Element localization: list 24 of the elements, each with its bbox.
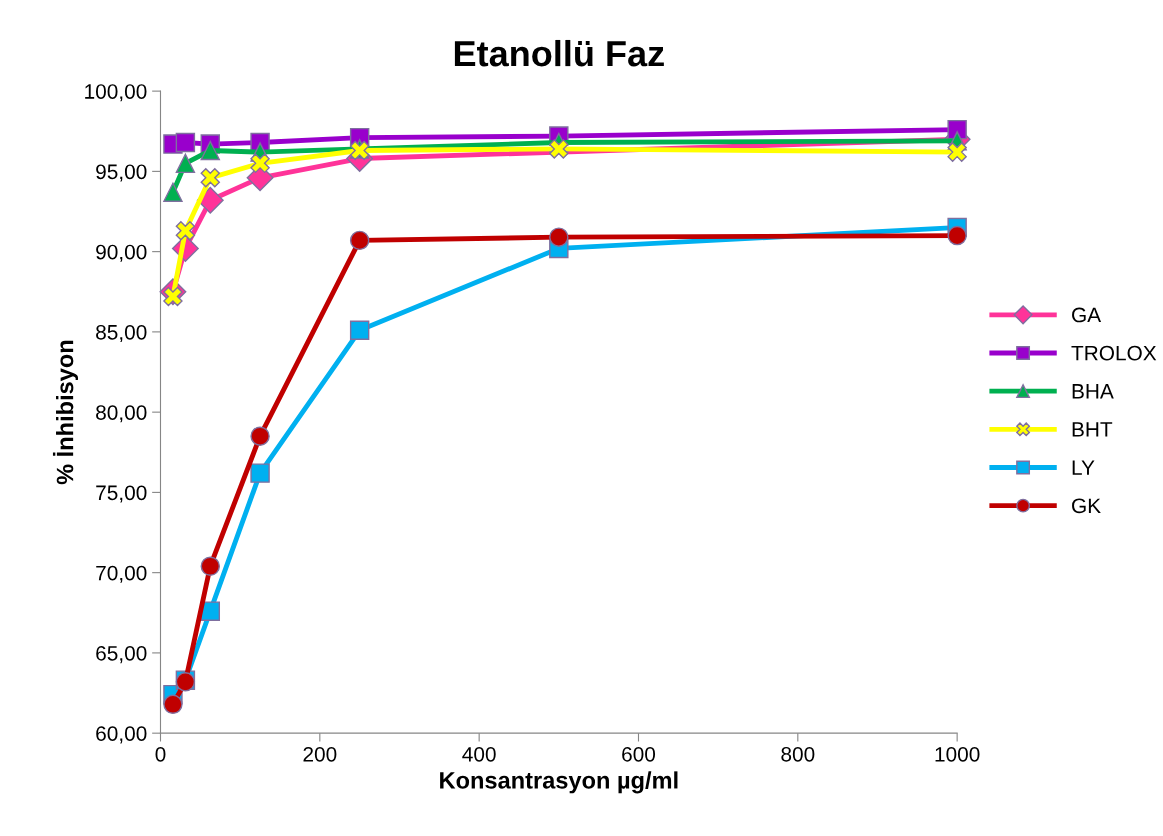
chart-title: Etanollü Faz (454, 39, 664, 67)
legend-label: BHA (1072, 384, 1114, 399)
legend-label: GK (1072, 498, 1101, 514)
y-axis-title: % İnhibisyon (52, 340, 79, 485)
legend-label: LY (1072, 460, 1095, 475)
y-tick-label: 85,00 (96, 324, 147, 343)
y-tick-label: 95,00 (96, 164, 147, 182)
y-tick-label: 65,00 (96, 645, 147, 664)
legend-label: GA (1072, 307, 1102, 323)
y-tick-label: 100,00 (85, 84, 147, 102)
legend-label: TROLOX (1071, 345, 1157, 361)
x-tick-label: 800 (781, 746, 815, 762)
y-tick-label: 90,00 (96, 244, 147, 262)
x-tick-label: 200 (303, 746, 337, 762)
x-axis-title: Konsantrasyon µg/ml (440, 771, 678, 794)
y-tick-label: 60,00 (96, 726, 147, 744)
y-tick-label: 75,00 (96, 485, 147, 503)
x-tick-label: 400 (462, 746, 496, 762)
x-tick-label: 1000 (935, 746, 980, 762)
x-tick-label: 600 (622, 746, 656, 762)
x-tick-label: 0 (155, 746, 166, 762)
y-tick-label: 70,00 (96, 565, 147, 583)
legend-label: BHT (1072, 422, 1113, 437)
y-tick-label: 80,00 (96, 405, 147, 423)
